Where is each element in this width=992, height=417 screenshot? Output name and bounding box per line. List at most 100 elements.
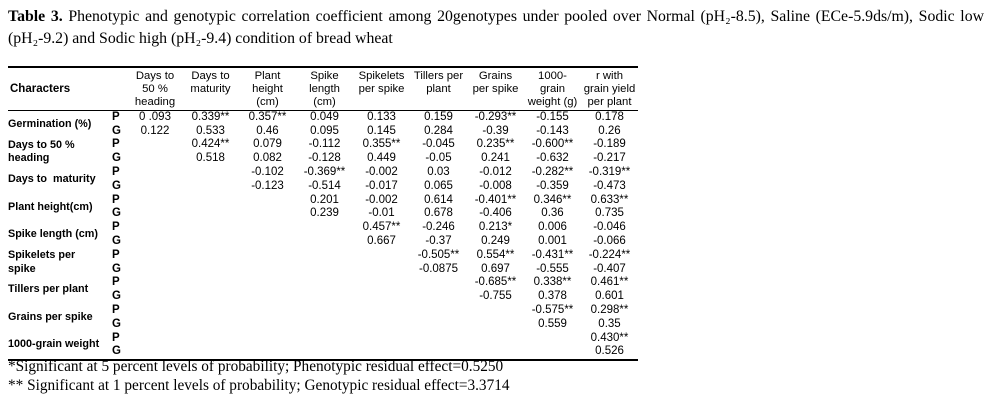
column-header: Grains per spike [467,67,524,111]
correlation-value: 0.241 [481,152,510,165]
correlation-value [239,290,296,304]
correlation-value: 0.614 [424,193,453,206]
correlation-value [296,332,353,346]
correlation-value: 0.355** [362,138,401,151]
column-header: Tillers per plant [410,67,467,111]
correlation-value [128,332,182,346]
correlation-value: 0.601 [595,290,624,303]
correlation-value: 0.133 [367,111,396,123]
correlation-value: -0.401** [474,193,517,206]
correlation-value: 0.526 [595,345,624,358]
correlation-value [296,304,353,318]
correlation-value: 0.559 [538,317,567,330]
pg-indicator: P [112,138,120,151]
correlation-value: 0.122 [140,124,170,137]
table-row: Plant height(cm) P 0.201 -0.002 0.614 -0.401*… [8,193,638,213]
correlation-value [296,290,353,304]
correlation-value: 0.357** [248,111,287,123]
correlation-value [239,221,296,235]
correlation-value: -0.246 [422,221,455,234]
correlation-value [128,180,182,194]
correlation-value: 0.554** [476,248,515,261]
correlation-value [524,345,581,360]
table-row: Grains per spike P -0.575** 0.298** [8,304,638,323]
pg-indicator: G [112,317,121,330]
correlation-value: 0.430** [590,331,629,344]
correlation-value: -0.505** [417,248,460,261]
character-label: Spike length (cm) [8,228,98,241]
correlation-value [410,332,467,346]
table-row: G -0.123 -0.514 -0.017 0.065 -0.008 -0.359 -0.4… [8,180,638,194]
correlation-value: 0.178 [595,111,624,123]
correlation-value: 0.298** [590,304,629,317]
correlation-value: 0.424** [191,138,230,151]
correlation-value: 0.145 [367,124,396,137]
correlation-value [296,318,353,332]
table-row: G 0.122 0.533 0.46 0.095 0.145 0.284 -0.39 -0.14… [8,125,638,139]
correlation-value: -0.002 [365,166,398,179]
correlation-value [239,235,296,249]
header-row: Characters Days to 50 % heading Days to m… [8,67,638,111]
table-row: Tillers per plant P -0.685** 0.338** 0.461** [8,276,638,295]
correlation-value [182,221,239,235]
correlation-value: -0.05 [425,152,452,165]
table-caption: Table 3. Phenotypic and genotypic correl… [8,6,984,50]
correlation-value [128,290,182,304]
correlation-value: 0.213* [478,221,513,234]
correlation-value: -0.189 [593,138,626,151]
table-row: Germination (%) P 0 .093 0.339** 0.357** 0.04… [8,111,638,130]
correlation-value: -0.407 [593,262,626,275]
character-label: Tillers per plant [8,283,89,296]
table-row: Days to maturity P -0.102 -0.369** -0.002 0.0… [8,166,638,185]
table-caption-text: Phenotypic and genotypic correlation coe… [8,8,985,47]
correlation-value: -0.406 [479,207,512,220]
table-row: G 0.239 -0.01 0.678 -0.406 0.36 0.735 [8,207,638,221]
correlation-value [182,304,239,318]
column-header: Days to 50 % heading [128,67,182,111]
correlation-value [239,207,296,221]
correlation-value [239,318,296,332]
correlation-value [128,138,182,152]
pg-indicator: P [112,111,120,123]
correlation-value: -0.217 [593,152,626,165]
correlation-value: 0.006 [538,221,567,234]
correlation-value: 0.678 [424,207,453,220]
correlation-value: 0.697 [481,262,510,275]
correlation-value: -0.155 [536,111,569,123]
correlation-value [353,332,410,346]
correlation-value: 0.518 [196,152,225,165]
correlation-value: 0.457** [362,221,401,234]
correlation-value: -0.293** [474,111,517,123]
correlation-value: -0.37 [425,235,452,248]
correlation-value: -0.224** [588,248,631,261]
correlation-value [128,318,182,332]
pg-indicator: P [112,248,120,261]
correlation-value: 0.235** [476,138,515,151]
correlation-value: 0.049 [310,111,339,123]
correlation-value: -0.632 [536,152,569,165]
table-row: Spikelets per spike P -0.505** 0.554** -0.43… [8,248,638,275]
correlation-value [296,235,353,249]
correlation-value [467,304,524,318]
footnote-significance-1pct: ** Significant at 1 percent levels of pr… [8,376,510,394]
correlation-value: 0.001 [538,235,567,248]
correlation-value [182,207,239,221]
correlation-value [467,332,524,346]
correlation-value: -0.008 [479,179,512,192]
correlation-value [182,166,239,180]
pg-indicator: G [112,179,121,192]
correlation-value [182,276,239,290]
correlation-value: 0.03 [427,166,450,179]
correlation-value [128,249,182,263]
correlation-value: -0.0875 [418,262,458,275]
correlation-value [128,276,182,290]
table-row: Spike length (cm) P 0.457** -0.246 0.213* 0.0… [8,221,638,240]
correlation-value: 0.082 [253,152,282,165]
correlation-value: 0.338** [533,276,572,289]
correlation-value: -0.369** [303,166,346,179]
correlation-value: 0.079 [253,138,282,151]
correlation-value [353,304,410,318]
correlation-value [296,276,353,290]
correlation-value: -0.002 [365,193,398,206]
correlation-value [239,332,296,346]
